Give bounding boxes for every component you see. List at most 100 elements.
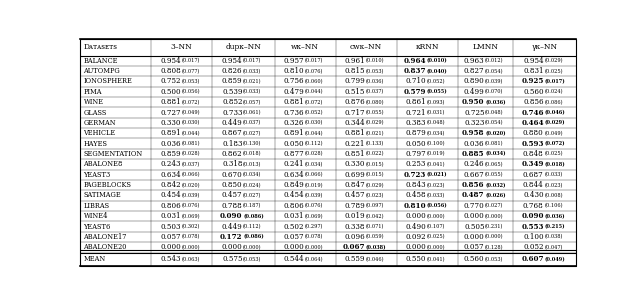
Text: (0.077): (0.077) — [181, 69, 200, 74]
Text: 0.850: 0.850 — [222, 181, 243, 189]
Text: (0.070): (0.070) — [485, 89, 504, 95]
Text: (0.028): (0.028) — [305, 151, 323, 157]
Text: 0.454: 0.454 — [160, 191, 180, 200]
Text: 0.464: 0.464 — [521, 119, 544, 127]
Text: 0.487: 0.487 — [462, 191, 484, 200]
Text: (0.029): (0.029) — [544, 58, 563, 63]
Text: 0.815: 0.815 — [345, 67, 365, 75]
Text: 0.736: 0.736 — [284, 108, 304, 117]
Text: 0.543: 0.543 — [160, 255, 180, 263]
Text: 0.667: 0.667 — [464, 171, 484, 179]
Text: 0.856: 0.856 — [523, 98, 544, 106]
Text: (0.065): (0.065) — [485, 162, 504, 167]
Text: (0.048): (0.048) — [427, 120, 445, 126]
Text: 0.687: 0.687 — [523, 171, 544, 179]
Text: GLASS: GLASS — [83, 108, 107, 117]
Text: (0.000): (0.000) — [485, 234, 504, 239]
Text: (0.020): (0.020) — [485, 131, 506, 136]
Text: 0.963: 0.963 — [464, 57, 484, 65]
Text: (0.080): (0.080) — [365, 100, 384, 105]
Text: (0.059): (0.059) — [365, 234, 384, 239]
Text: 0.746: 0.746 — [521, 108, 544, 117]
Text: 0.797: 0.797 — [406, 150, 426, 158]
Text: (0.046): (0.046) — [365, 257, 384, 262]
Text: (0.027): (0.027) — [243, 193, 261, 198]
Text: (0.066): (0.066) — [181, 172, 200, 177]
Text: 0.031: 0.031 — [284, 212, 304, 220]
Text: (0.086): (0.086) — [243, 234, 264, 239]
Text: (0.022): (0.022) — [365, 151, 384, 157]
Text: 0.500: 0.500 — [160, 88, 180, 96]
Text: (0.033): (0.033) — [427, 193, 445, 198]
Text: 0.634: 0.634 — [160, 171, 180, 179]
Text: (0.017): (0.017) — [181, 58, 200, 63]
Text: (0.041): (0.041) — [427, 257, 445, 262]
Text: (0.039): (0.039) — [485, 79, 504, 84]
Text: (0.000): (0.000) — [427, 214, 445, 219]
Text: 0.808: 0.808 — [160, 67, 180, 75]
Text: 0.670: 0.670 — [222, 171, 243, 179]
Text: 0.856: 0.856 — [462, 181, 484, 189]
Text: (0.018): (0.018) — [544, 162, 565, 167]
Text: (0.032): (0.032) — [485, 182, 506, 188]
Text: (0.017): (0.017) — [544, 79, 565, 84]
Text: 0.699: 0.699 — [344, 171, 365, 179]
Text: 0.560: 0.560 — [523, 88, 544, 96]
Text: (0.072): (0.072) — [181, 100, 200, 105]
Text: (0.086): (0.086) — [544, 100, 563, 105]
Text: 0.031: 0.031 — [160, 212, 180, 220]
Text: (0.093): (0.093) — [427, 100, 445, 105]
Text: (0.021): (0.021) — [365, 131, 384, 136]
Text: 0.727: 0.727 — [160, 108, 180, 117]
Text: 0.891: 0.891 — [284, 129, 304, 137]
Text: (0.055): (0.055) — [485, 172, 504, 177]
Text: 0.330: 0.330 — [345, 160, 365, 169]
Text: 0.859: 0.859 — [160, 150, 180, 158]
Text: 0.810: 0.810 — [404, 202, 426, 210]
Text: (0.076): (0.076) — [305, 203, 323, 208]
Text: 0.349: 0.349 — [521, 160, 544, 169]
Text: (0.302): (0.302) — [181, 224, 200, 229]
Text: (0.069): (0.069) — [181, 214, 200, 219]
Text: 0.253: 0.253 — [406, 160, 426, 169]
Text: 0.096: 0.096 — [344, 233, 365, 241]
Text: 0.733: 0.733 — [222, 108, 243, 117]
Text: (0.042): (0.042) — [365, 214, 384, 219]
Text: (0.053): (0.053) — [181, 79, 200, 84]
Text: (0.029): (0.029) — [544, 120, 565, 126]
Text: (0.106): (0.106) — [544, 203, 563, 208]
Text: 0.000: 0.000 — [406, 243, 426, 251]
Text: IONOSPHERE: IONOSPHERE — [83, 77, 132, 85]
Text: 0.318: 0.318 — [222, 160, 243, 169]
Text: (0.027): (0.027) — [243, 131, 261, 136]
Text: (0.030): (0.030) — [305, 120, 323, 126]
Text: (0.027): (0.027) — [485, 203, 504, 208]
Text: AUTOMPG: AUTOMPG — [83, 67, 120, 75]
Text: 0.579: 0.579 — [404, 88, 426, 96]
Text: LMNN: LMNN — [472, 43, 499, 51]
Text: 0.330: 0.330 — [160, 119, 180, 127]
Text: (0.024): (0.024) — [544, 89, 563, 95]
Text: 0.810: 0.810 — [284, 67, 304, 75]
Text: (0.130): (0.130) — [243, 141, 261, 146]
Text: (0.071): (0.071) — [365, 224, 384, 229]
Text: (0.029): (0.029) — [365, 182, 384, 188]
Text: 0.881: 0.881 — [284, 98, 304, 106]
Text: 0.172: 0.172 — [220, 233, 243, 241]
Text: (0.025): (0.025) — [544, 69, 563, 74]
Text: 0.479: 0.479 — [284, 88, 304, 96]
Text: (0.028): (0.028) — [181, 151, 200, 157]
Text: WINE4: WINE4 — [83, 212, 108, 220]
Text: (0.020): (0.020) — [181, 182, 200, 188]
Text: 0.344: 0.344 — [344, 119, 365, 127]
Text: (0.044): (0.044) — [305, 89, 323, 95]
Text: VEHICLE: VEHICLE — [83, 129, 116, 137]
Text: 0.593: 0.593 — [521, 140, 544, 148]
Text: (0.112): (0.112) — [243, 224, 262, 229]
Text: 0.867: 0.867 — [222, 129, 243, 137]
Text: (0.076): (0.076) — [181, 203, 200, 208]
Text: 0.954: 0.954 — [160, 57, 180, 65]
Text: 0.502: 0.502 — [284, 223, 304, 231]
Text: (0.107): (0.107) — [427, 224, 445, 229]
Text: 0.891: 0.891 — [160, 129, 180, 137]
